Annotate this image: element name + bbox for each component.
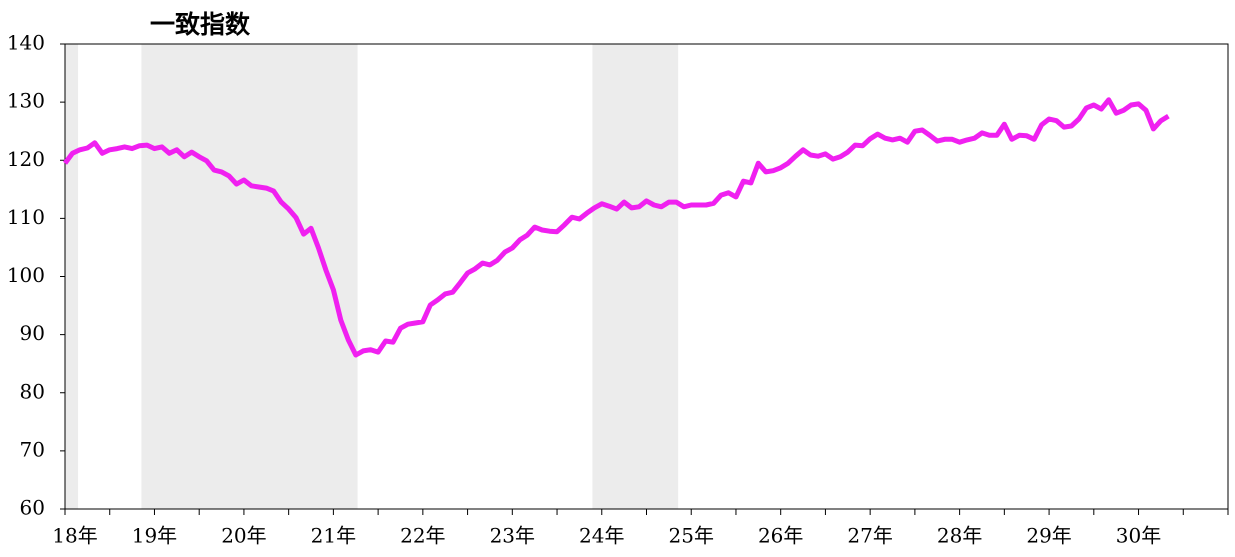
- x-tick-label: 24年: [579, 524, 624, 548]
- shaded-period: [592, 44, 679, 509]
- shaded-period: [65, 44, 79, 509]
- x-tick-label: 28年: [937, 524, 982, 548]
- x-tick-label: 18年: [52, 524, 97, 548]
- x-tick-label: 29年: [1026, 524, 1071, 548]
- y-tick-label: 90: [20, 321, 45, 345]
- y-tick-label: 60: [20, 496, 45, 520]
- x-tick-label: 23年: [490, 524, 535, 548]
- shaded-period: [141, 44, 358, 509]
- data-line: [63, 97, 1170, 358]
- y-tick-label: 110: [7, 205, 45, 229]
- x-tick-label: 30年: [1116, 524, 1161, 548]
- x-tick-label: 27年: [847, 524, 892, 548]
- x-tick-label: 26年: [758, 524, 803, 548]
- y-tick-label: 130: [7, 89, 45, 113]
- x-tick-label: 22年: [400, 524, 445, 548]
- y-tick-label: 140: [7, 31, 45, 55]
- x-tick-label: 19年: [132, 524, 177, 548]
- y-tick-label: 80: [20, 379, 45, 403]
- chart-title: 一致指数: [150, 10, 251, 39]
- y-tick-label: 100: [7, 263, 45, 287]
- y-tick-label: 120: [7, 147, 45, 171]
- x-tick-label: 25年: [669, 524, 714, 548]
- x-tick-label: 21年: [311, 524, 356, 548]
- y-tick-label: 70: [20, 437, 45, 461]
- x-tick-label: 20年: [221, 524, 266, 548]
